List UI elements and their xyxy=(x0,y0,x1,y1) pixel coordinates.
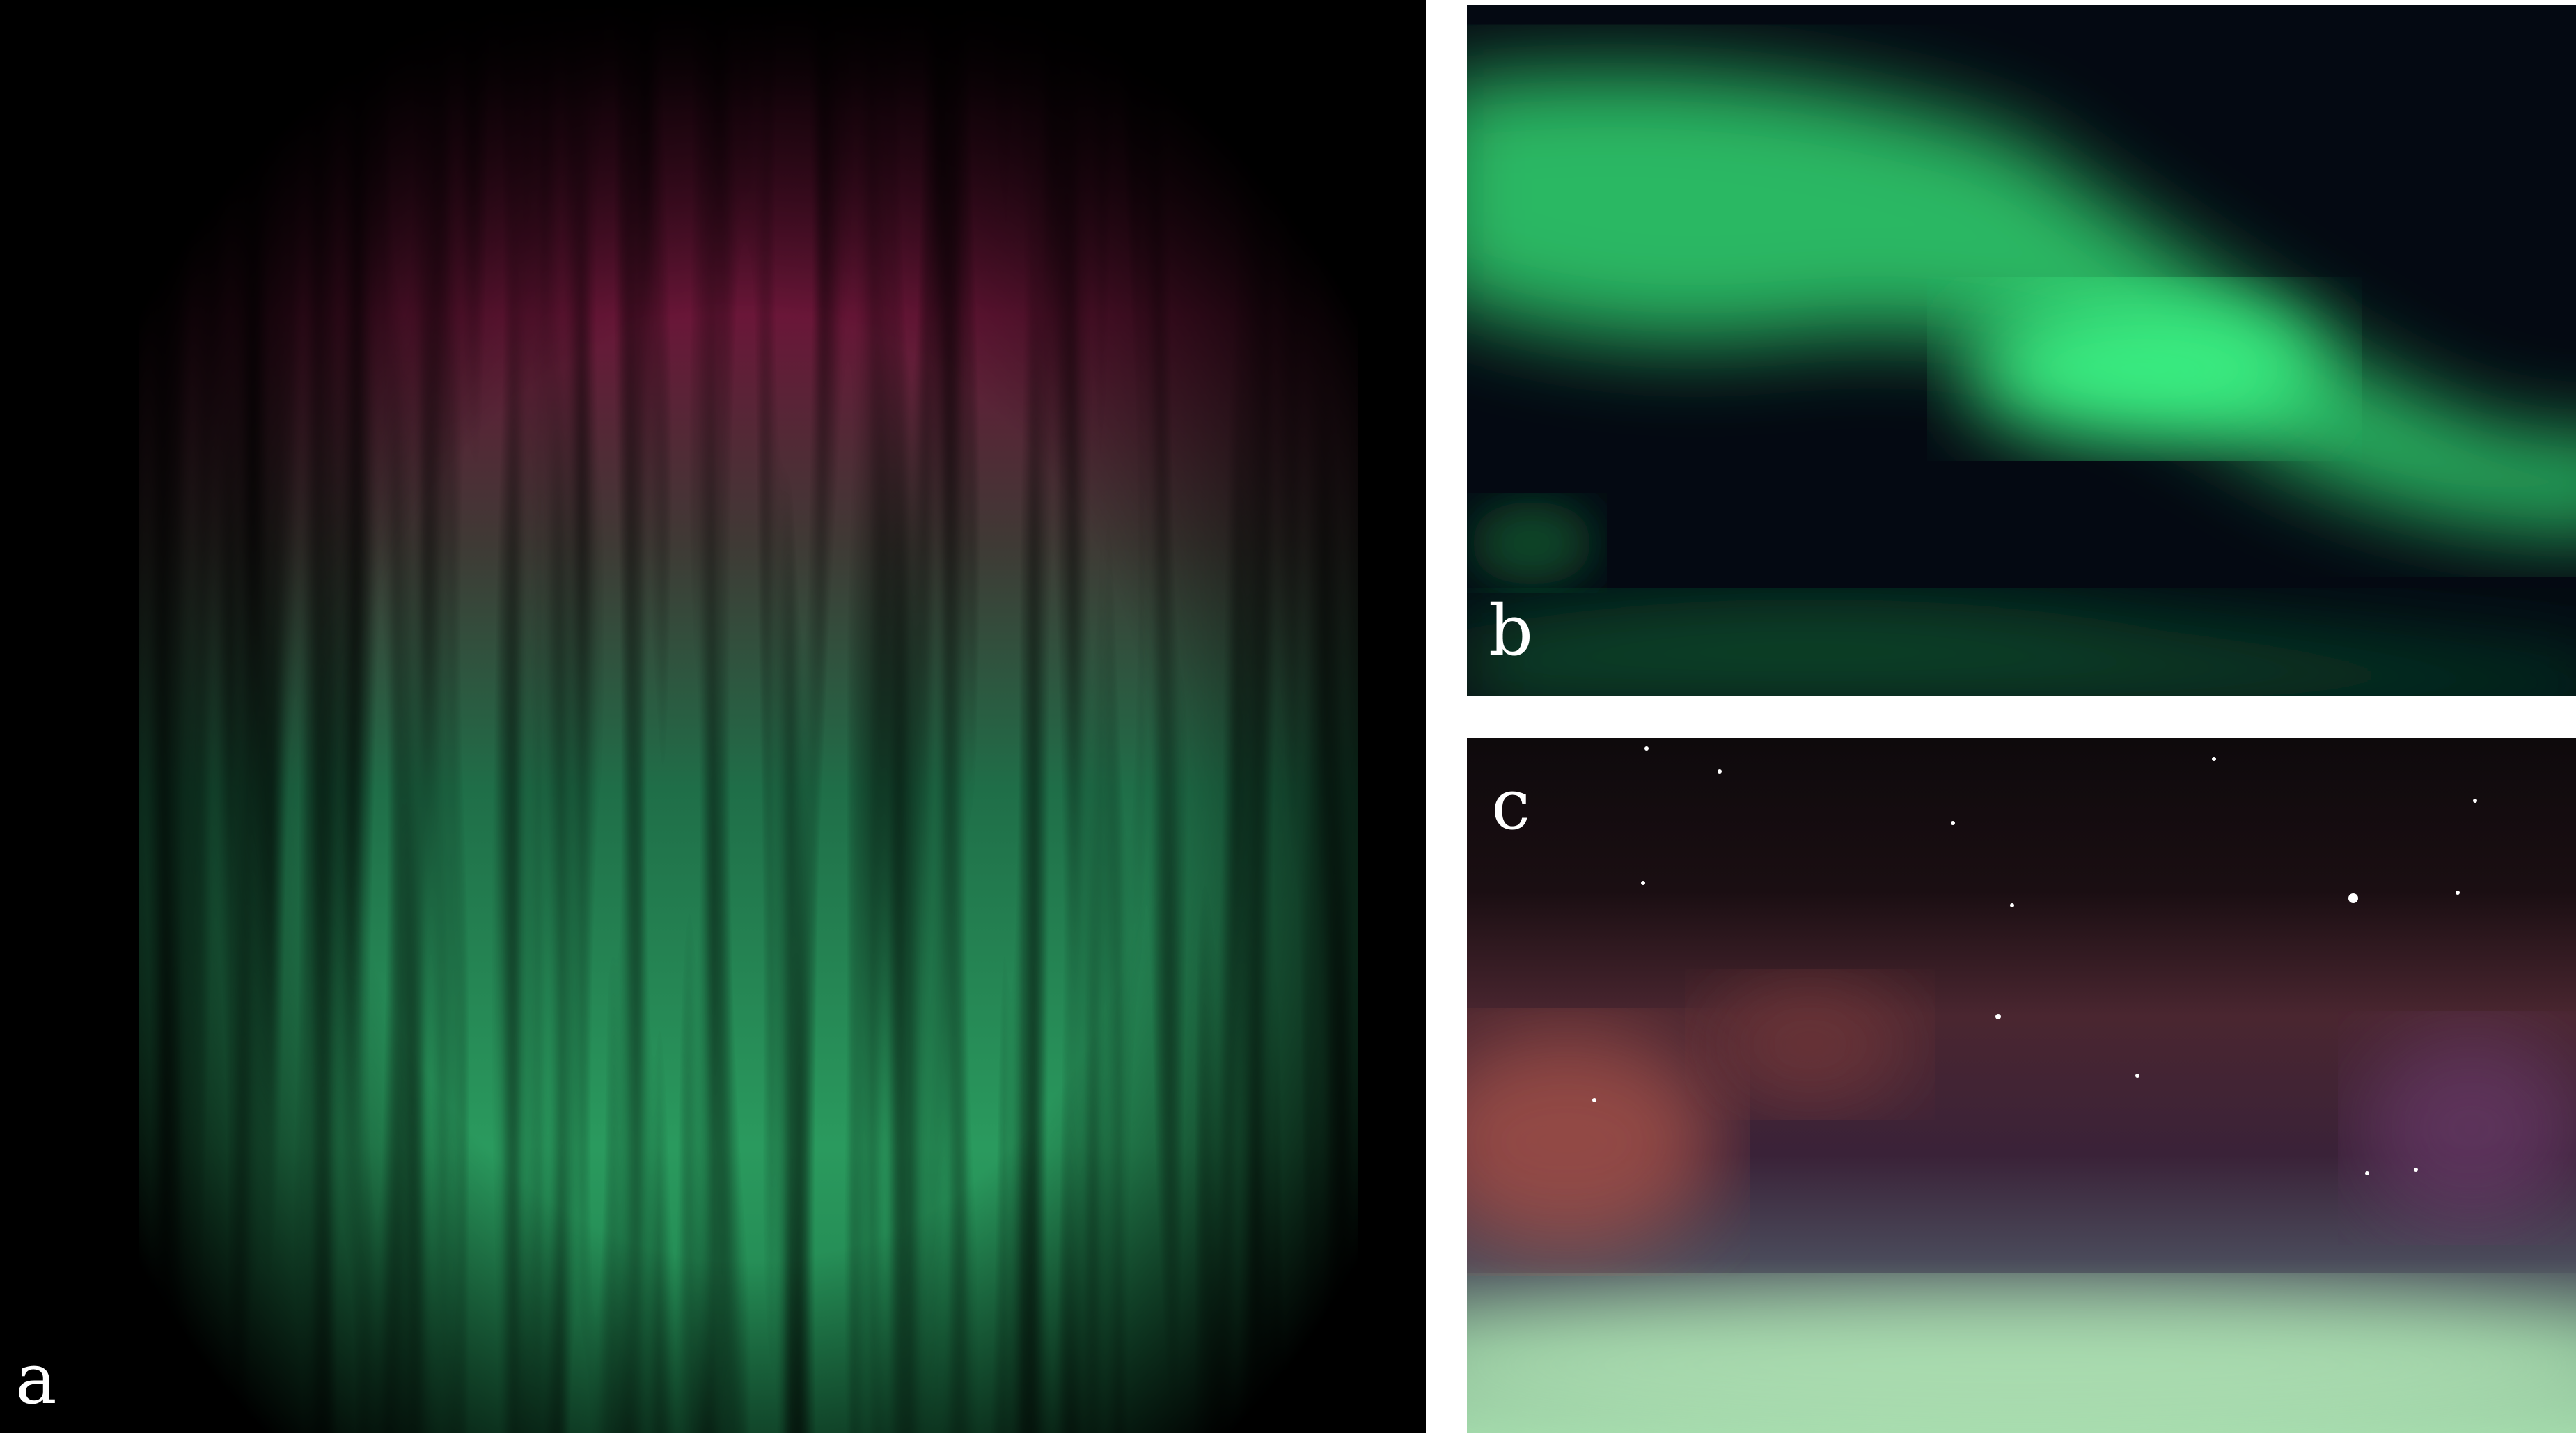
panel-c: c xyxy=(1467,738,2576,1433)
panel-a: a xyxy=(0,0,1426,1433)
panel-label: a xyxy=(15,1338,57,1420)
panel-label: b xyxy=(1489,590,1533,671)
panel-b: b xyxy=(1467,5,2576,696)
panel-label: c xyxy=(1491,764,1530,845)
